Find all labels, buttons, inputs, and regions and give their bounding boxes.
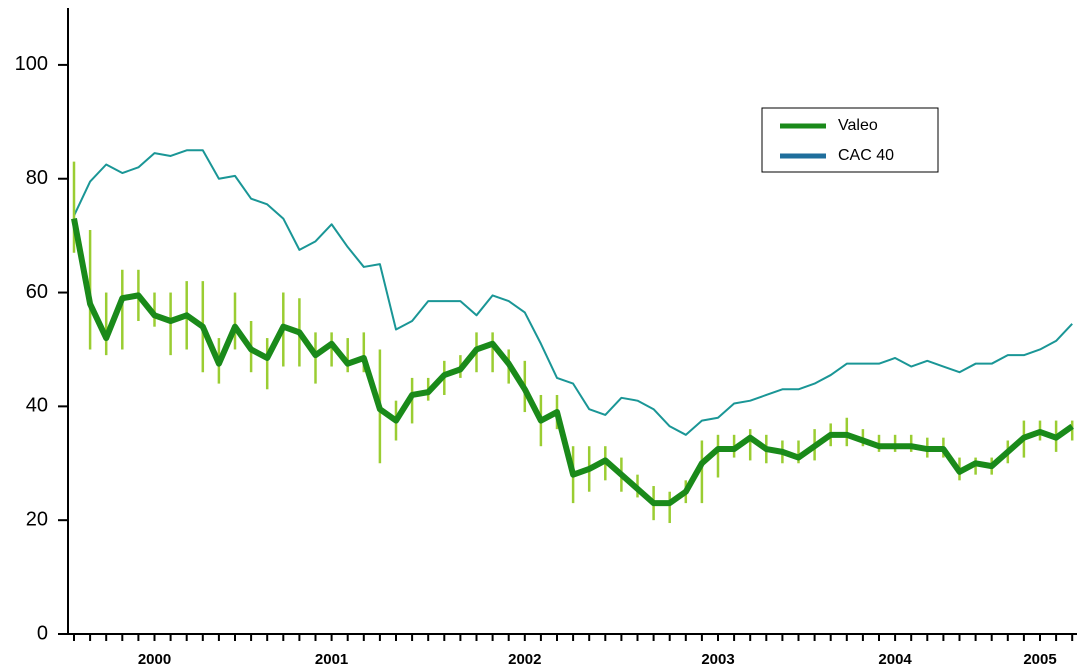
series-line <box>71 218 1074 507</box>
x-tick-label: 2002 <box>508 651 541 668</box>
series-line <box>73 149 1073 436</box>
legend-label: Valeo <box>838 117 878 134</box>
x-tick-label: 2005 <box>1023 651 1056 668</box>
x-tick-label: 2000 <box>138 651 171 668</box>
y-tick-label: 40 <box>26 395 48 417</box>
x-tick-label: 2003 <box>701 651 734 668</box>
y-tick-label: 100 <box>15 53 48 75</box>
legend-label: CAC 40 <box>838 147 894 164</box>
legend-box <box>761 107 939 173</box>
y-tick-label: 0 <box>37 622 48 644</box>
x-tick-label: 2004 <box>878 651 912 668</box>
y-tick-label: 60 <box>26 281 48 303</box>
y-tick-label: 80 <box>26 167 48 189</box>
x-tick-label: 2001 <box>315 651 348 668</box>
y-tick-label: 20 <box>26 508 48 530</box>
